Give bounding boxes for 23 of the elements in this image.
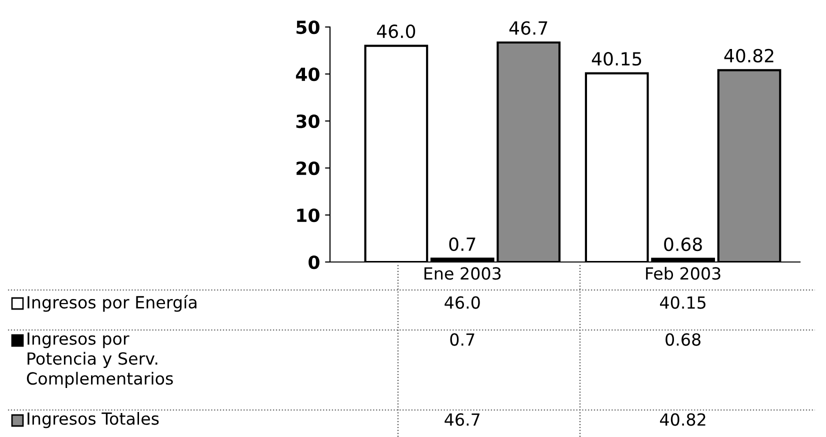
data-label: 46.0: [444, 296, 480, 309]
x-tick-label: Feb 2003: [646, 266, 720, 280]
legend-label: Ingresos por Potencia y Serv. Complementarios: [26, 332, 173, 388]
legend-label: Ingresos Totales: [28, 412, 159, 428]
data-label: 0.68: [666, 333, 700, 346]
text: 46.0: [376, 24, 416, 38]
y-tick-label: 0: [308, 255, 320, 270]
data-label: 40.15: [660, 296, 706, 309]
text: 0.7: [449, 237, 476, 252]
y-tick-label: 10: [297, 208, 320, 222]
data-label: 0.7: [450, 333, 474, 346]
y-tick-label: 50: [296, 20, 320, 34]
legend-label: Ingresos por Energía: [28, 295, 196, 312]
text: 0.68: [664, 237, 702, 252]
y-tick-label: 30: [296, 114, 320, 128]
data-label: 46.7: [444, 413, 480, 426]
data-label: 40.82: [660, 413, 706, 426]
text: 46.7: [509, 21, 548, 35]
text: 40.82: [724, 48, 774, 62]
y-tick-label: 40: [296, 67, 320, 82]
y-tick-label: 20: [296, 161, 320, 176]
text: 40.15: [592, 52, 642, 66]
x-tick-label: Ene 2003: [424, 267, 501, 280]
